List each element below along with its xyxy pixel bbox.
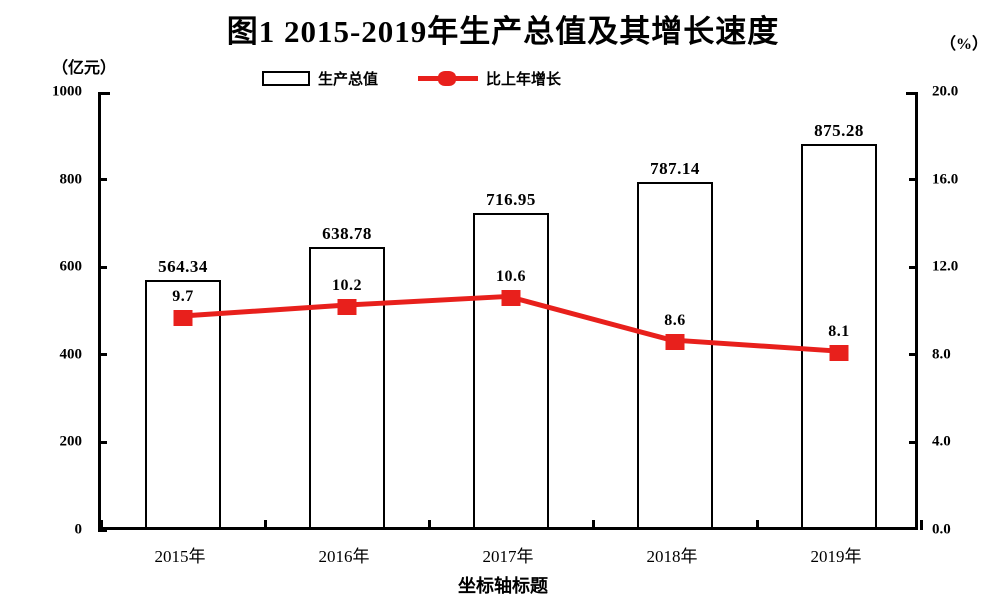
left-axis-tick — [98, 265, 107, 269]
right-axis-tick-label: 0.0 — [932, 521, 951, 538]
right-axis-tick — [909, 353, 918, 357]
bar — [637, 182, 713, 527]
left-axis-tick-label: 600 — [59, 258, 83, 275]
legend-item-bar: 生产总值 — [262, 68, 378, 89]
bar-value-label: 638.78 — [322, 224, 372, 244]
line-data-point — [337, 298, 357, 315]
right-axis-unit-label: （%） — [939, 36, 988, 53]
left-axis-tick-label: 200 — [59, 433, 83, 450]
plot-area: 564.34 638.78 716.95 787.14 875.28 9.7 10.2 10… — [98, 92, 923, 532]
right-axis-tick-label: 4.0 — [932, 433, 951, 450]
right-axis-tick — [909, 265, 918, 269]
x-axis-category-label: 2015年 — [154, 547, 206, 566]
x-axis-category-label: 2016年 — [318, 547, 370, 566]
right-axis-tick — [909, 440, 918, 444]
bar-value-label: 716.95 — [486, 189, 536, 209]
x-axis-category-label: 2017年 — [482, 547, 534, 566]
axis-corner-stub-right — [906, 92, 918, 95]
legend-label-line: 比上年增长 — [486, 71, 562, 88]
x-axis-title: 坐标轴标题 — [458, 576, 548, 596]
left-axis-tick — [98, 528, 107, 532]
line-value-label: 10.6 — [496, 267, 526, 285]
legend-bar-swatch-icon — [262, 70, 310, 86]
left-axis-tick-label: 800 — [59, 171, 83, 188]
chart-legend: 生产总值 比上年增长 — [262, 66, 561, 90]
legend-line-swatch-icon — [418, 70, 479, 86]
legend-label-bar: 生产总值 — [318, 71, 379, 88]
line-value-label: 8.1 — [828, 322, 850, 340]
bar-value-label: 875.28 — [814, 120, 864, 140]
page-title: 图1 2015-2019年生产总值及其增长速度 — [226, 14, 780, 49]
left-axis-unit-label: （亿元） — [52, 60, 117, 77]
left-axis-tick-label: 1000 — [52, 83, 82, 100]
x-axis-tick — [263, 520, 267, 530]
right-axis-tick-label: 16.0 — [932, 171, 959, 188]
line-value-label: 8.6 — [664, 311, 686, 329]
x-axis-category-label: 2019年 — [810, 547, 862, 566]
x-axis-category-label: 2018年 — [646, 547, 698, 566]
left-axis-tick — [98, 178, 107, 182]
left-axis-tick — [98, 440, 107, 444]
x-axis-tick — [919, 520, 923, 530]
bar-value-label: 564.34 — [158, 256, 208, 276]
left-axis-tick-label: 0 — [74, 521, 83, 538]
right-axis-tick — [909, 178, 918, 182]
line-data-point — [501, 289, 521, 306]
right-axis-tick-label: 8.0 — [932, 346, 951, 363]
line-value-label: 9.7 — [172, 287, 194, 305]
bar — [309, 247, 385, 527]
x-axis-tick — [755, 520, 759, 530]
line-data-point — [173, 309, 193, 326]
x-axis-tick — [99, 520, 103, 530]
left-axis-tick — [98, 353, 107, 357]
bar-value-label: 787.14 — [650, 159, 700, 179]
legend-item-line: 比上年增长 — [418, 68, 561, 89]
line-value-label: 10.2 — [332, 276, 362, 294]
left-axis-tick-label: 400 — [59, 346, 83, 363]
line-data-point — [665, 333, 685, 350]
right-axis-tick-label: 12.0 — [932, 258, 959, 275]
x-axis-tick — [427, 520, 431, 530]
line-data-point — [829, 344, 849, 361]
right-axis-tick-label: 20.0 — [932, 83, 959, 100]
axis-corner-stub-left — [98, 92, 110, 95]
bar — [473, 212, 549, 527]
x-axis-tick — [591, 520, 595, 530]
